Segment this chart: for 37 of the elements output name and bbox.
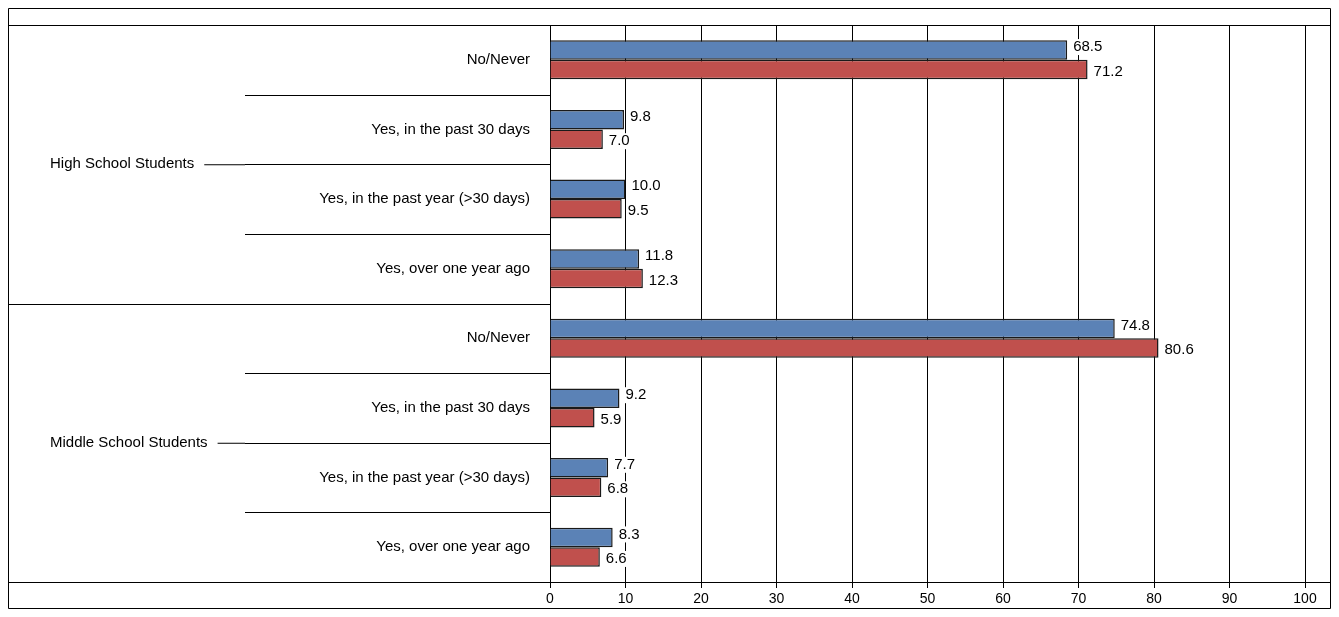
data-label: 10.0 <box>631 176 661 194</box>
text: High School Students <box>50 154 195 172</box>
x-tick-label: 60 <box>995 590 1011 607</box>
data-label: 7.7 <box>614 454 635 472</box>
y-tick-label: Yes, in the past 30 days <box>371 119 530 137</box>
y-tick-label: No/Never <box>466 49 530 67</box>
y-tick-label: Yes, in the past year (>30 days) <box>319 189 530 207</box>
text: Middle School Students <box>50 432 208 450</box>
x-tick-label: 90 <box>1221 590 1238 607</box>
data-label: 5.9 <box>600 409 622 427</box>
data-label: 7.0 <box>608 131 630 149</box>
data-label: 11.8 <box>645 246 674 264</box>
data-label: 12.3 <box>648 270 679 288</box>
x-tick-label: 0 <box>546 590 555 607</box>
y-tick-label: Yes, over one year ago <box>376 537 530 555</box>
x-tick-label: 100 <box>1293 590 1317 607</box>
x-tick-label: 70 <box>1070 590 1087 607</box>
data-label: 6.6 <box>605 549 627 567</box>
data-label: 68.5 <box>1073 37 1103 55</box>
data-label: 9.5 <box>627 200 649 218</box>
data-label: 74.8 <box>1120 315 1150 333</box>
x-tick-label: 10 <box>617 590 634 607</box>
x-tick-label: 50 <box>919 590 936 607</box>
x-tick-label: 40 <box>844 590 860 607</box>
data-label: 9.8 <box>629 106 651 124</box>
y-tick-label: No/Never <box>466 328 530 346</box>
y-tick-label: Yes, over one year ago <box>376 258 530 276</box>
x-tick-label: 20 <box>693 590 709 607</box>
data-label: 9.2 <box>625 385 647 403</box>
y-tick-label: Yes, in the past year (>30 days) <box>319 467 530 485</box>
data-label: 8.3 <box>618 524 640 542</box>
data-label: 71.2 <box>1093 61 1123 79</box>
data-label: 80.6 <box>1164 340 1194 358</box>
data-label: 6.8 <box>607 479 629 497</box>
y-tick-label: Yes, in the past 30 days <box>371 398 530 416</box>
x-tick-label: 80 <box>1146 590 1162 607</box>
x-tick-label: 30 <box>768 590 785 607</box>
